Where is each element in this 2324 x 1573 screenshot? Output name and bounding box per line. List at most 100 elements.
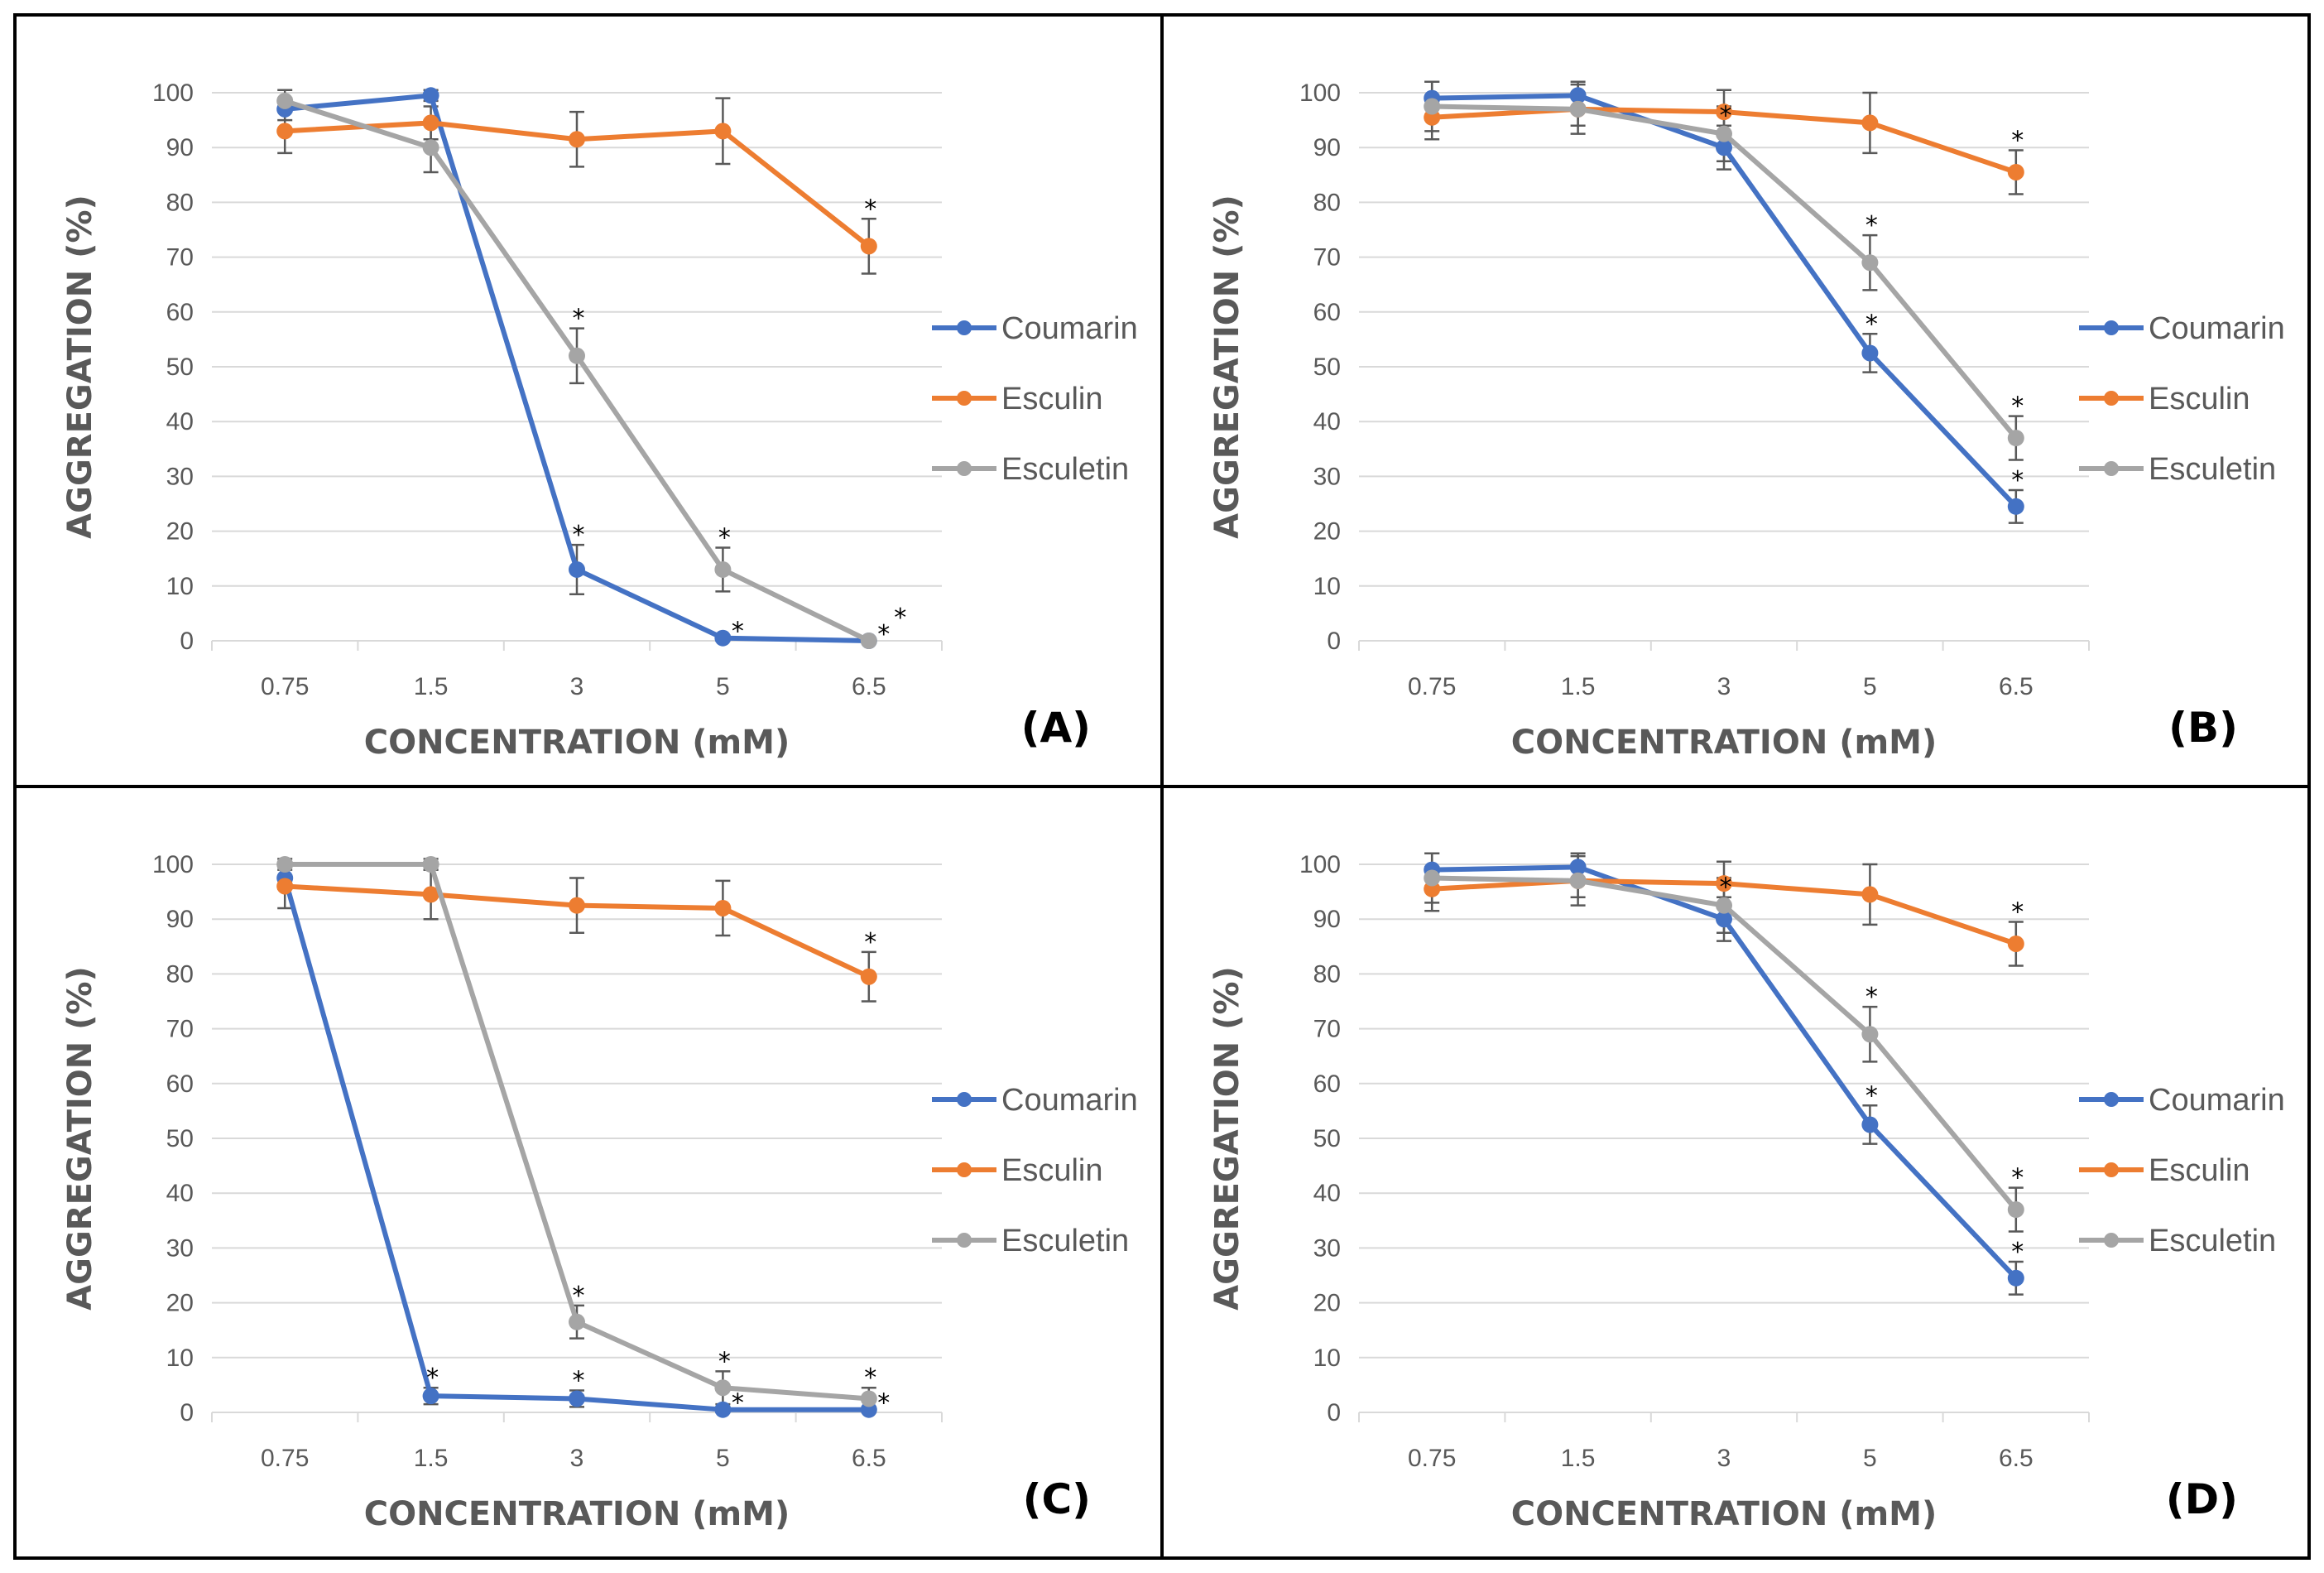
chart-panel-d: 0 10 20 30 40 50 60 70 80 90 100 0.75 1.5 3 5 6.5 CONCEN… (1208, 851, 2285, 1533)
y-axis-title: AGGREGATION (%) (1208, 195, 1246, 539)
data-point-esculin (2007, 935, 2024, 952)
data-point-coumarin (1569, 87, 1587, 104)
legend-swatch-marker (957, 461, 972, 476)
y-tick-label: 20 (166, 518, 194, 546)
legend-swatch-marker (957, 1162, 972, 1177)
legend-entry-esculin: Esculin (2079, 1153, 2250, 1188)
data-point-esculin (1716, 875, 1732, 892)
y-tick-label: 20 (1313, 1290, 1341, 1317)
legend-swatch-marker (957, 320, 972, 335)
data-point-esculetin (1861, 1026, 1879, 1043)
y-tick-label: 70 (166, 1016, 194, 1043)
x-tick-label: 5 (1863, 673, 1877, 700)
panel-label: (D) (2166, 1475, 2238, 1523)
y-axis-title: AGGREGATION (%) (61, 195, 99, 539)
y-tick-label: 30 (166, 463, 194, 490)
legend-label: Coumarin (2149, 311, 2285, 346)
significance-marker: * (1720, 102, 1732, 131)
y-tick-label: 80 (166, 960, 194, 988)
x-tick-label: 1.5 (414, 1445, 449, 1472)
x-tick-label: 5 (716, 673, 730, 700)
data-point-esculetin (1716, 897, 1732, 914)
data-point-esculin (860, 968, 877, 985)
legend-label: Coumarin (1001, 1083, 1138, 1118)
data-point-coumarin (2007, 1269, 2024, 1287)
significance-marker: * (573, 521, 585, 550)
y-tick-label: 40 (1313, 1180, 1341, 1207)
significance-marker: * (732, 618, 744, 647)
y-tick-label: 10 (1313, 573, 1341, 600)
y-tick-label: 30 (1313, 463, 1341, 490)
y-tick-label: 80 (166, 189, 194, 216)
y-tick-label: 40 (1313, 408, 1341, 435)
panel-label: (A) (1021, 704, 1091, 752)
legend-label: Esculin (2149, 382, 2250, 416)
x-tick-label: 1.5 (1561, 673, 1596, 700)
data-point-esculin (276, 878, 294, 895)
y-tick-label: 100 (1299, 79, 1341, 107)
chart-panel-c: 0 10 20 30 40 50 60 70 80 90 100 0.75 1.5 3 5 6.5 CONCEN… (61, 851, 1138, 1533)
legend-label: Coumarin (1001, 311, 1138, 346)
legend-swatch-marker (2104, 391, 2119, 406)
x-tick-label: 6.5 (1999, 673, 2034, 700)
significance-marker: * (2011, 392, 2024, 421)
legend-swatch-marker (957, 1092, 972, 1107)
significance-marker: * (1865, 211, 1878, 240)
y-tick-label: 10 (166, 573, 194, 600)
x-tick-label: 0.75 (1408, 1445, 1456, 1472)
legend-label: Esculetin (2149, 1224, 2276, 1258)
significance-marker: * (877, 620, 890, 649)
data-point-coumarin (1861, 1116, 1879, 1133)
y-tick-label: 70 (166, 244, 194, 272)
significance-marker: * (732, 1389, 744, 1418)
data-point-esculin (569, 897, 585, 914)
data-point-coumarin (1861, 344, 1879, 362)
x-tick-label: 3 (1717, 673, 1731, 700)
data-point-coumarin (422, 87, 439, 104)
significance-marker: * (573, 305, 585, 334)
data-point-esculin (2007, 163, 2024, 180)
chart-panel-b: 0 10 20 30 40 50 60 70 80 90 100 0.75 1.5 3 5 6.5 CONCEN… (1208, 79, 2285, 762)
data-point-esculetin (276, 92, 294, 109)
x-tick-label: 6.5 (1999, 1445, 2034, 1472)
x-axis-title: CONCENTRATION (mM) (364, 1495, 790, 1533)
y-tick-label: 80 (1313, 960, 1341, 988)
significance-marker: * (2011, 466, 2024, 495)
y-tick-label: 40 (166, 1180, 194, 1207)
significance-marker: * (718, 1347, 731, 1376)
legend-label: Esculin (1001, 382, 1103, 416)
data-point-esculetin (1424, 98, 1441, 115)
data-point-esculetin (2007, 430, 2024, 447)
data-point-esculin (860, 238, 877, 255)
x-axis-title: CONCENTRATION (mM) (364, 724, 790, 762)
data-point-esculetin (569, 1313, 585, 1330)
data-point-esculetin (860, 633, 877, 649)
y-tick-label: 90 (166, 906, 194, 933)
y-tick-label: 40 (166, 408, 194, 435)
data-point-coumarin (2007, 498, 2024, 515)
legend-entry-coumarin: Coumarin (2079, 1083, 2285, 1118)
data-point-coumarin (1716, 139, 1732, 156)
data-point-esculin (714, 123, 732, 140)
x-tick-label: 6.5 (852, 673, 886, 700)
data-point-esculetin (422, 856, 439, 873)
legend-entry-esculin: Esculin (932, 1153, 1103, 1188)
legend-label: Coumarin (2149, 1083, 2285, 1118)
data-point-esculin (569, 131, 585, 148)
y-tick-label: 30 (166, 1234, 194, 1262)
data-point-esculetin (1569, 872, 1587, 889)
y-axis-title: AGGREGATION (%) (1208, 966, 1246, 1311)
y-tick-label: 10 (1313, 1345, 1341, 1372)
y-tick-label: 80 (1313, 189, 1341, 216)
legend-entry-esculetin: Esculetin (2079, 1224, 2276, 1258)
y-tick-label: 60 (1313, 299, 1341, 326)
significance-marker: * (864, 1364, 876, 1393)
data-point-esculetin (714, 1379, 732, 1397)
data-point-coumarin (1569, 859, 1587, 876)
legend-entry-esculin: Esculin (932, 382, 1103, 416)
legend-swatch-marker (2104, 320, 2119, 335)
significance-marker: * (573, 1282, 585, 1311)
y-tick-label: 70 (1313, 244, 1341, 272)
significance-marker: * (894, 604, 906, 633)
